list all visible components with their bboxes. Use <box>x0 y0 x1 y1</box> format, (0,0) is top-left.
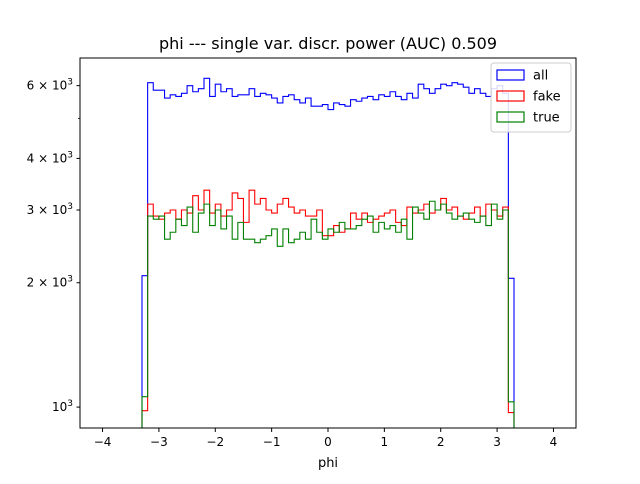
y-tick-label: 6 × 103 <box>27 78 73 93</box>
y-tick-label: 4 × 103 <box>27 150 73 165</box>
series-line-all <box>141 77 515 428</box>
y-tick-label: 103 <box>52 399 73 414</box>
legend-label-true: true <box>533 111 560 126</box>
x-tick-label: 1 <box>381 435 389 449</box>
y-axis: 103 2 × 103 3 × 103 4 × 103 6 × 103 <box>27 78 80 414</box>
x-tick-label: 4 <box>550 435 558 449</box>
x-tick-label: −4 <box>94 435 112 449</box>
series-line-true <box>141 200 515 428</box>
legend-swatch-all <box>496 69 525 81</box>
series-line-fake <box>141 189 515 428</box>
x-tick-label: 0 <box>324 435 332 449</box>
x-tick-label: −3 <box>150 435 168 449</box>
chart-title: phi --- single var. discr. power (AUC) 0… <box>159 34 497 53</box>
legend-label-fake: fake <box>533 90 561 105</box>
y-tick-label: 2 × 103 <box>27 275 73 290</box>
y-tick-label: 3 × 103 <box>27 202 73 217</box>
x-axis-label: phi <box>318 456 338 471</box>
x-tick-label: 3 <box>493 435 501 449</box>
x-tick-label: −2 <box>206 435 224 449</box>
x-axis: −4 −3 −2 −1 0 1 2 3 4 <box>94 428 558 449</box>
series-layer <box>141 77 515 428</box>
legend[interactable]: all fake true <box>490 62 572 133</box>
x-tick-label: 2 <box>437 435 445 449</box>
x-tick-label: −1 <box>263 435 281 449</box>
legend-swatch-true <box>496 111 525 123</box>
legend-swatch-fake <box>496 90 525 102</box>
legend-label-all: all <box>533 69 548 84</box>
